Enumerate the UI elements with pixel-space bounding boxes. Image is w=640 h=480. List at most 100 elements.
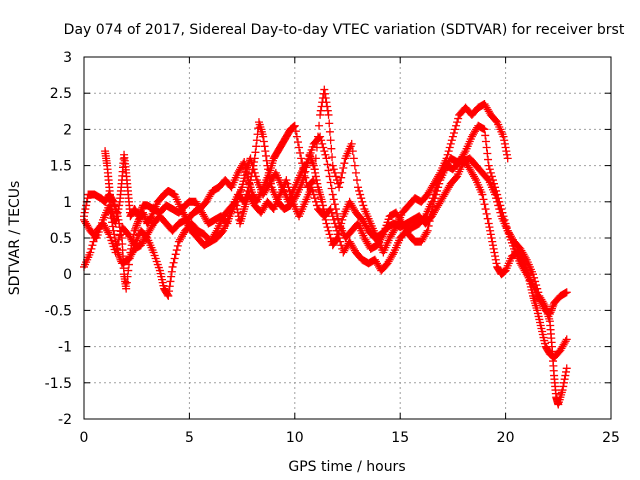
- data-point: [111, 237, 120, 246]
- x-axis-label: GPS time / hours: [288, 459, 405, 475]
- data-point: [521, 253, 530, 262]
- y-tick-label: 2: [63, 122, 72, 138]
- data-point: [114, 250, 123, 259]
- data-point: [430, 194, 439, 203]
- data-point: [306, 154, 315, 163]
- data-point: [502, 147, 511, 156]
- data-point: [350, 161, 359, 170]
- data-point: [321, 150, 330, 159]
- series-track-d: [101, 118, 571, 409]
- data-point: [305, 150, 314, 159]
- data-point: [86, 248, 95, 257]
- data-point: [454, 114, 463, 123]
- data-point: [540, 300, 549, 309]
- data-point: [168, 262, 177, 271]
- data-point: [486, 230, 495, 239]
- data-point: [483, 214, 492, 223]
- data-point: [263, 161, 272, 170]
- data-point: [172, 246, 181, 255]
- data-point: [313, 179, 322, 188]
- y-tick-label: 0.5: [50, 231, 72, 247]
- data-point: [113, 244, 122, 253]
- data-point: [359, 201, 368, 210]
- data-point: [264, 165, 273, 174]
- data-point: [479, 195, 488, 204]
- data-point: [326, 136, 335, 145]
- data-point: [165, 287, 174, 296]
- data-point: [338, 215, 347, 224]
- data-point: [348, 147, 357, 156]
- data-point: [492, 259, 501, 268]
- data-point: [323, 102, 332, 111]
- data-point: [433, 186, 442, 195]
- data-point: [349, 154, 358, 163]
- data-point: [322, 154, 331, 163]
- data-point: [245, 179, 254, 188]
- data-point: [261, 151, 270, 160]
- data-point: [444, 147, 453, 156]
- data-point: [211, 228, 220, 237]
- axis-ticks: [83, 56, 612, 420]
- x-tick-label: 10: [286, 430, 304, 446]
- data-point: [446, 139, 455, 148]
- data-point: [325, 119, 334, 128]
- data-point: [169, 258, 178, 267]
- data-point: [291, 192, 300, 201]
- data-point: [163, 290, 172, 299]
- data-point: [453, 118, 462, 127]
- data-point: [113, 248, 122, 257]
- data-point: [559, 382, 568, 391]
- data-point: [493, 197, 502, 206]
- data-point: [80, 208, 89, 217]
- data-point: [115, 201, 124, 210]
- data-point: [252, 136, 261, 145]
- data-point: [481, 131, 490, 140]
- data-point: [501, 143, 510, 152]
- data-point: [316, 110, 325, 119]
- data-point: [325, 127, 334, 136]
- data-point: [309, 159, 318, 168]
- data-point: [320, 147, 329, 156]
- data-point: [530, 273, 539, 282]
- data-point: [562, 335, 571, 344]
- data-point: [328, 161, 337, 170]
- data-point: [533, 284, 542, 293]
- data-point: [297, 154, 306, 163]
- data-point: [311, 168, 320, 177]
- data-point: [240, 197, 249, 206]
- data-point: [422, 228, 431, 237]
- data-point: [323, 106, 332, 115]
- data-point: [242, 190, 251, 199]
- data-point: [500, 139, 509, 148]
- tick-labels: 0 5 10 15 20 25 -2 -1.5 -1 -0.5 0 0.5 1 1.5 2 2.5 3: [45, 50, 620, 446]
- data-point: [252, 142, 261, 151]
- data-point: [244, 183, 253, 192]
- data-point: [317, 136, 326, 145]
- data-point: [110, 230, 119, 239]
- data-point: [354, 183, 363, 192]
- data-point: [481, 205, 490, 214]
- data-point: [337, 219, 346, 228]
- data-point: [482, 143, 491, 152]
- data-point: [290, 121, 299, 130]
- data-point: [548, 302, 557, 311]
- data-point: [329, 165, 338, 174]
- data-point: [259, 132, 268, 141]
- data-point: [308, 177, 317, 186]
- data-point: [111, 219, 120, 228]
- data-point: [325, 172, 334, 181]
- data-point: [488, 237, 497, 246]
- data-point: [321, 212, 330, 221]
- data-point: [331, 205, 340, 214]
- data-point: [327, 184, 336, 193]
- data-point: [131, 224, 140, 233]
- data-point: [503, 150, 512, 159]
- data-point: [326, 178, 335, 187]
- data-point: [135, 210, 144, 219]
- data-point: [170, 254, 179, 263]
- data-point: [115, 253, 124, 262]
- data-point: [251, 148, 260, 157]
- data-point: [316, 132, 325, 141]
- data-point: [88, 241, 97, 250]
